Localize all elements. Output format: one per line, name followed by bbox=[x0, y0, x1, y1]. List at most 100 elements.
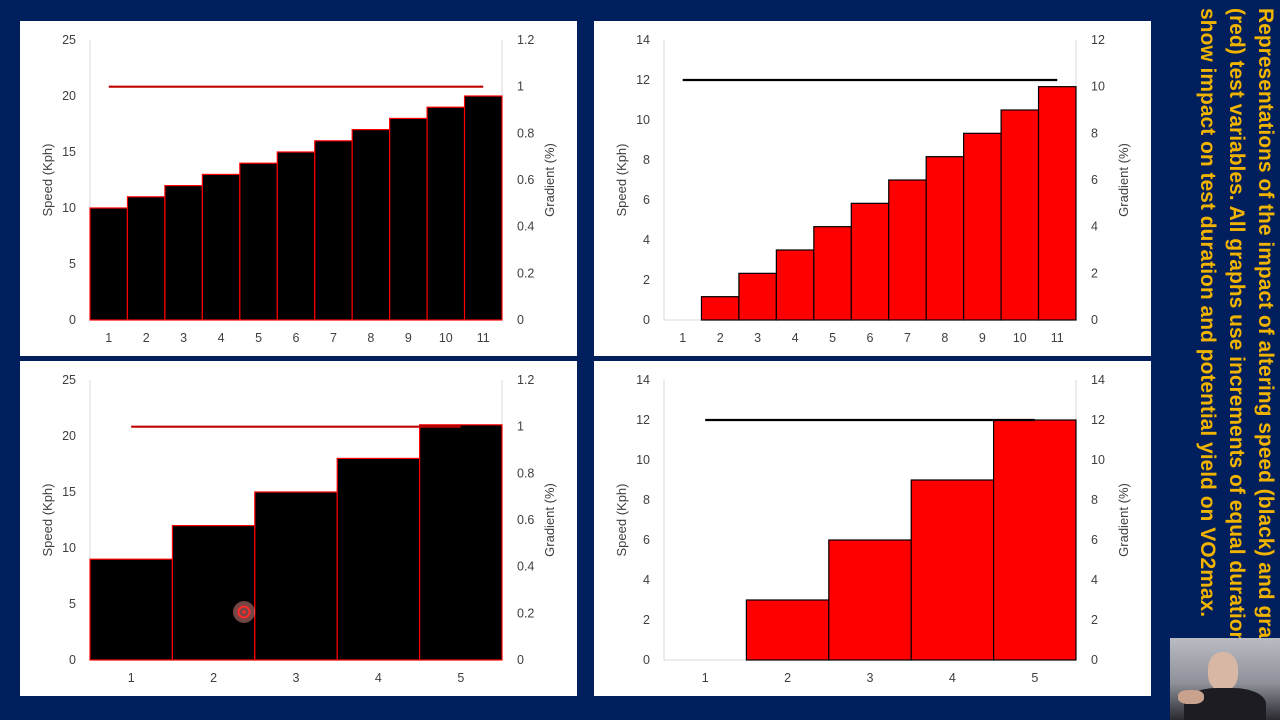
x-tick-label: 10 bbox=[439, 331, 453, 345]
bar bbox=[126, 196, 166, 321]
bar bbox=[314, 140, 353, 321]
y-tick-label: 2 bbox=[643, 273, 650, 287]
y2-tick-label: 0.2 bbox=[517, 606, 534, 620]
y2-axis-label: Gradient (%) bbox=[542, 483, 557, 557]
x-tick-label: 1 bbox=[702, 671, 709, 685]
bar bbox=[910, 479, 995, 661]
y2-tick-label: 1.2 bbox=[517, 33, 534, 47]
y-tick-label: 8 bbox=[643, 493, 650, 507]
x-tick-label: 8 bbox=[941, 331, 948, 345]
y2-tick-label: 1.2 bbox=[517, 373, 534, 387]
y2-tick-label: 14 bbox=[1091, 373, 1105, 387]
x-tick-label: 7 bbox=[330, 331, 337, 345]
x-tick-label: 11 bbox=[477, 331, 490, 345]
x-tick-label: 3 bbox=[754, 331, 761, 345]
bar bbox=[426, 106, 466, 321]
x-tick-label: 4 bbox=[949, 671, 956, 685]
y-tick-label: 5 bbox=[69, 597, 76, 611]
bar bbox=[700, 296, 740, 321]
mouse-cursor-marker bbox=[233, 601, 255, 623]
y2-tick-label: 12 bbox=[1091, 413, 1105, 427]
x-tick-label: 5 bbox=[1031, 671, 1038, 685]
chart-panel-bottom-left: 0 5 10 15 20 25 0 0.2 0.4 0.6 0.8 1 1.2 1 2 3 4 5 Speed (K… bbox=[20, 361, 577, 696]
y2-tick-label: 0 bbox=[1091, 653, 1098, 667]
x-tick-label: 11 bbox=[1051, 331, 1064, 345]
y-axis-label: Speed (Kph) bbox=[614, 484, 629, 557]
x-tick-label: 2 bbox=[210, 671, 217, 685]
x-tick-label: 9 bbox=[979, 331, 986, 345]
y-tick-label: 6 bbox=[643, 533, 650, 547]
bar bbox=[925, 156, 965, 321]
bar bbox=[888, 179, 927, 321]
figure-caption: Representations of the impact of alterin… bbox=[1196, 8, 1277, 689]
x-tick-label: 1 bbox=[128, 671, 135, 685]
y2-tick-label: 0 bbox=[1091, 313, 1098, 327]
y-tick-label: 5 bbox=[69, 257, 76, 271]
x-tick-label: 5 bbox=[829, 331, 836, 345]
bar bbox=[850, 202, 890, 321]
x-tick-label: 2 bbox=[717, 331, 724, 345]
x-tick-label: 2 bbox=[784, 671, 791, 685]
y-tick-label: 8 bbox=[643, 153, 650, 167]
x-tick-label: 5 bbox=[457, 671, 464, 685]
bar bbox=[745, 599, 830, 661]
y-tick-label: 25 bbox=[62, 33, 76, 47]
x-tick-label: 8 bbox=[367, 331, 374, 345]
bar bbox=[463, 95, 503, 321]
bar bbox=[254, 491, 338, 661]
y-tick-label: 10 bbox=[636, 453, 650, 467]
y2-tick-label: 0.4 bbox=[517, 560, 534, 574]
y2-tick-label: 6 bbox=[1091, 173, 1098, 187]
x-tick-label: 2 bbox=[143, 331, 150, 345]
y2-tick-label: 8 bbox=[1091, 126, 1098, 140]
presenter-hand bbox=[1178, 690, 1204, 704]
y2-tick-label: 4 bbox=[1091, 220, 1098, 234]
y2-tick-label: 1 bbox=[517, 80, 524, 94]
y-tick-label: 25 bbox=[62, 373, 76, 387]
bar bbox=[351, 128, 391, 321]
bar bbox=[813, 226, 852, 321]
x-tick-label: 1 bbox=[679, 331, 686, 345]
bar bbox=[738, 272, 777, 321]
y-tick-label: 12 bbox=[636, 413, 650, 427]
y-tick-label: 4 bbox=[643, 573, 650, 587]
bar bbox=[775, 249, 815, 321]
x-tick-label: 9 bbox=[405, 331, 412, 345]
bar bbox=[419, 424, 503, 661]
chart-top-left: 0 5 10 15 20 25 0 0.2 0.4 0.6 0.8 1 1.2 1 2 3 4 5 6 7 8 9 10 11… bbox=[40, 33, 557, 345]
y-tick-label: 0 bbox=[69, 653, 76, 667]
y2-axis-label: Gradient (%) bbox=[542, 143, 557, 217]
y2-tick-label: 10 bbox=[1091, 453, 1105, 467]
bar bbox=[276, 151, 316, 321]
x-tick-label: 4 bbox=[792, 331, 799, 345]
y-tick-label: 20 bbox=[62, 89, 76, 103]
figure-caption-strip: Representations of the impact of alterin… bbox=[1158, 0, 1280, 720]
y-axis-label: Speed (Kph) bbox=[40, 144, 55, 217]
y2-tick-label: 4 bbox=[1091, 573, 1098, 587]
x-tick-label: 5 bbox=[255, 331, 262, 345]
y2-tick-label: 12 bbox=[1091, 33, 1105, 47]
bar bbox=[89, 207, 129, 321]
cursor-dot bbox=[242, 610, 246, 614]
bar bbox=[963, 132, 1002, 321]
y-tick-label: 20 bbox=[62, 429, 76, 443]
y-tick-label: 0 bbox=[69, 313, 76, 327]
bar bbox=[201, 173, 241, 321]
y-tick-label: 6 bbox=[643, 193, 650, 207]
bar bbox=[171, 525, 256, 661]
y2-tick-label: 0.6 bbox=[517, 513, 534, 527]
x-tick-label: 3 bbox=[180, 331, 187, 345]
x-tick-label: 4 bbox=[375, 671, 382, 685]
bar bbox=[828, 539, 912, 661]
y2-tick-label: 0 bbox=[517, 653, 524, 667]
y-axis-label: Speed (Kph) bbox=[40, 484, 55, 557]
bar bbox=[239, 162, 278, 321]
bar bbox=[1000, 109, 1040, 321]
x-tick-label: 7 bbox=[904, 331, 911, 345]
bar bbox=[336, 457, 421, 661]
y-tick-label: 14 bbox=[636, 33, 650, 47]
presenter-head bbox=[1208, 652, 1238, 690]
chart-panel-top-right: 0 2 4 6 8 10 12 14 0 2 4 6 8 10 12 1 2 3 4 5 6 7 8 9 10 11 Speed (… bbox=[594, 21, 1151, 356]
